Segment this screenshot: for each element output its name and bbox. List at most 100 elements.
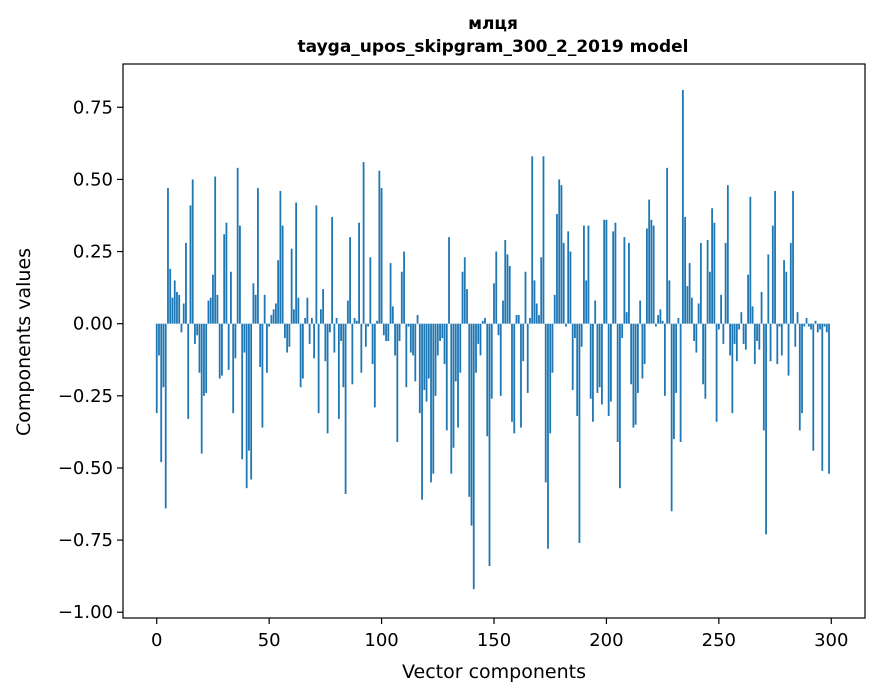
bar-35 (234, 323, 237, 359)
bar-202 (610, 323, 612, 402)
bar-36 (236, 167, 239, 324)
bar-83 (342, 323, 345, 388)
bar-167 (531, 156, 534, 324)
bar-284 (794, 323, 797, 347)
bar-188 (578, 323, 581, 543)
bar-278 (780, 323, 783, 356)
bar-244 (704, 323, 707, 399)
bar-34 (232, 323, 235, 414)
y-tick-label: 0.25 (73, 242, 113, 263)
bar-78 (331, 216, 334, 324)
bar-29 (221, 323, 223, 376)
bar-227 (666, 167, 669, 324)
bar-151 (495, 251, 498, 324)
bar-189 (580, 323, 583, 347)
bar-8 (173, 280, 176, 324)
bar-199 (603, 219, 606, 324)
bar-142 (475, 323, 477, 373)
bar-22 (205, 323, 208, 393)
bar-177 (553, 294, 556, 324)
bar-3 (162, 323, 165, 388)
bar-250 (717, 323, 720, 330)
bar-241 (697, 303, 700, 324)
bar-88 (353, 317, 356, 324)
bar-51 (270, 315, 273, 324)
bar-248 (713, 222, 716, 324)
x-axis-label: Vector components (402, 661, 586, 683)
bar-95 (369, 257, 372, 324)
bar-93 (364, 323, 367, 347)
bar-200 (605, 219, 608, 324)
bar-91 (360, 323, 363, 373)
bar-46 (259, 323, 262, 367)
bar-196 (596, 323, 599, 393)
bar-89 (355, 320, 358, 324)
bar-228 (668, 280, 671, 324)
bar-295 (819, 323, 821, 330)
bar-240 (695, 323, 698, 353)
y-tick-label: 0.75 (73, 97, 113, 118)
bar-123 (432, 323, 435, 474)
bar-247 (711, 208, 713, 324)
bar-260 (740, 312, 743, 324)
y-tick-label: −0.75 (58, 530, 113, 551)
bar-109 (400, 271, 403, 324)
bar-59 (288, 323, 291, 347)
bar-150 (493, 283, 495, 324)
bar-28 (218, 323, 221, 379)
x-tick-label: 0 (151, 630, 162, 651)
x-axis-ticks: 0 50 100 150 200 250 300 (151, 618, 848, 651)
bar-26 (214, 176, 217, 324)
bar-16 (191, 179, 194, 324)
bar-30 (223, 234, 226, 324)
bar-198 (601, 323, 603, 405)
bar-211 (630, 323, 633, 385)
y-axis-label: Components values (13, 248, 35, 436)
bar-141 (472, 323, 475, 590)
bar-165 (526, 323, 529, 393)
bar-283 (792, 190, 794, 324)
bar-84 (344, 323, 347, 494)
bar-282 (789, 242, 792, 324)
y-axis-ticks: 0.75 0.50 0.25 0.00 −0.25 −0.50 −0.75 −1.00 (58, 97, 123, 623)
bar-204 (614, 222, 617, 324)
bar-147 (486, 323, 489, 437)
bar-144 (479, 323, 482, 356)
bar-231 (675, 323, 678, 393)
bar-242 (699, 242, 702, 324)
bar-140 (470, 323, 473, 526)
bar-133 (454, 323, 457, 382)
bar-164 (524, 271, 527, 324)
bar-265 (751, 306, 754, 324)
bar-153 (499, 323, 502, 396)
bar-124 (434, 323, 437, 396)
bar-197 (598, 323, 601, 388)
bar-127 (441, 323, 444, 339)
bar-264 (749, 196, 752, 324)
bar-219 (648, 199, 651, 324)
bar-101 (382, 323, 385, 336)
bar-243 (702, 323, 705, 385)
bar-279 (783, 260, 785, 324)
bar-128 (443, 323, 446, 365)
bar-171 (540, 257, 543, 324)
bar-132 (452, 323, 455, 448)
bar-232 (677, 317, 680, 324)
y-tick-label: 0.50 (73, 169, 113, 190)
bar-156 (506, 254, 509, 324)
bar-254 (726, 185, 729, 324)
x-tick-label: 300 (814, 630, 848, 651)
bar-191 (585, 280, 588, 324)
bar-65 (301, 323, 304, 379)
bar-193 (589, 323, 592, 399)
bar-210 (628, 242, 630, 324)
bar-100 (380, 188, 383, 324)
bar-159 (513, 323, 516, 434)
bar-257 (733, 323, 736, 344)
bar-267 (756, 323, 758, 341)
bar-104 (389, 263, 392, 324)
bar-160 (515, 315, 518, 324)
bar-94 (367, 323, 369, 327)
bar-17 (194, 323, 196, 344)
